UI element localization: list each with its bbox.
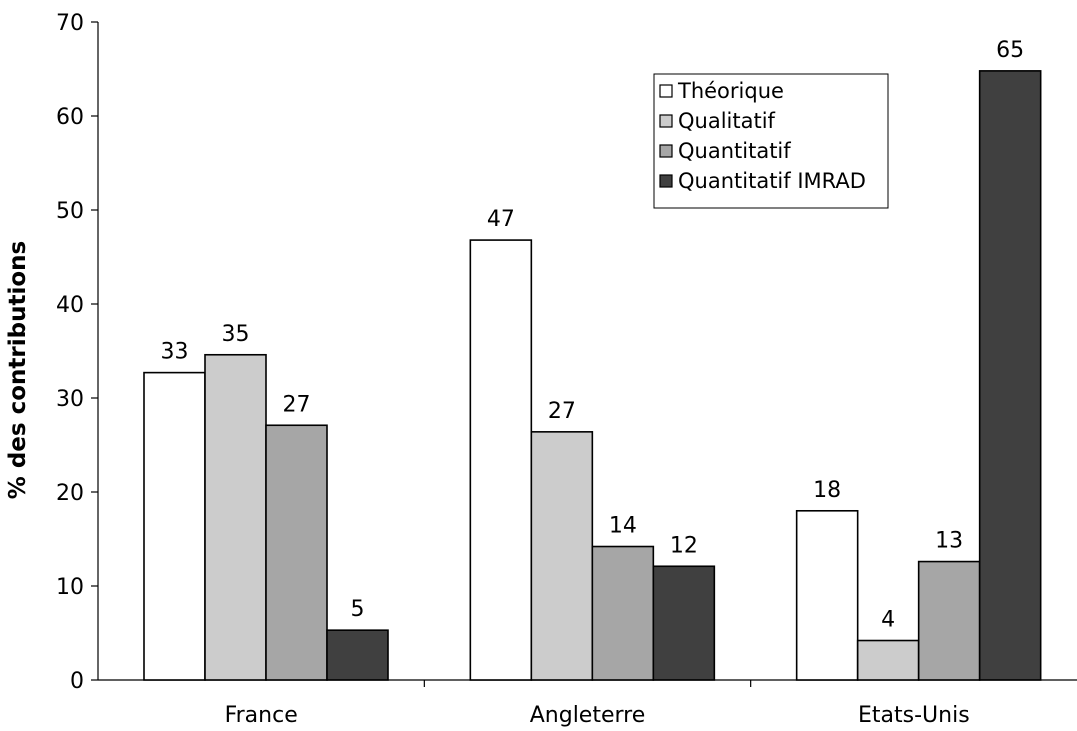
- data-label: 13: [935, 529, 963, 554]
- bar: [917, 560, 981, 681]
- y-axis: 0 10 20 30 40 50 60 70: [56, 11, 99, 694]
- y-tick-label: 30: [56, 387, 84, 412]
- bar: [326, 629, 389, 681]
- data-label: 4: [881, 608, 895, 633]
- bar: [469, 239, 533, 681]
- bar: [204, 353, 267, 681]
- y-tick-label: 20: [56, 481, 84, 506]
- data-label: 47: [487, 207, 515, 232]
- bar: [265, 424, 328, 681]
- legend-swatch: [659, 144, 673, 158]
- y-tick-label: 0: [70, 669, 84, 694]
- legend-label: Quantitatif IMRAD: [678, 169, 866, 193]
- legend: Théorique Qualitatif Quantitatif Quantitati…: [653, 73, 889, 209]
- x-tick-label: France: [225, 703, 298, 727]
- legend-frame: [653, 73, 889, 209]
- bar: [795, 509, 859, 681]
- bar: [978, 70, 1042, 681]
- data-label: 5: [351, 597, 365, 622]
- x-axis: France Angleterre Etats-Unis: [98, 679, 1077, 728]
- data-label: 27: [283, 392, 311, 417]
- x-tick-label: Angleterre: [530, 703, 646, 727]
- y-tick-label: 70: [56, 11, 84, 36]
- data-label: 27: [548, 399, 576, 424]
- legend-swatch: [659, 174, 673, 188]
- bar: [143, 371, 206, 681]
- legend-swatch: [659, 84, 673, 98]
- data-label: 35: [222, 322, 250, 347]
- data-label: 14: [609, 514, 637, 539]
- data-label: 12: [670, 533, 698, 558]
- y-tick-label: 50: [56, 199, 84, 224]
- y-tick-label: 40: [56, 293, 84, 318]
- y-tick-label: 60: [56, 105, 84, 130]
- data-label: 33: [161, 340, 189, 365]
- data-labels-layer: 33 47 18 35 27 4 27 14 13 5 12 65: [161, 38, 1025, 633]
- data-label: 65: [996, 38, 1024, 63]
- bars-layer: [143, 70, 1042, 681]
- legend-swatch: [659, 114, 673, 128]
- legend-label: Théorique: [677, 79, 784, 103]
- bar: [652, 565, 716, 681]
- legend-label: Quantitatif: [678, 139, 791, 163]
- y-axis-title: % des contributions: [5, 241, 31, 499]
- bar: [856, 639, 920, 681]
- bar: [591, 545, 655, 681]
- bar: [530, 431, 594, 681]
- x-tick-label: Etats-Unis: [858, 703, 970, 727]
- y-tick-label: 10: [56, 575, 84, 600]
- legend-label: Qualitatif: [678, 109, 776, 133]
- data-label: 18: [813, 478, 841, 503]
